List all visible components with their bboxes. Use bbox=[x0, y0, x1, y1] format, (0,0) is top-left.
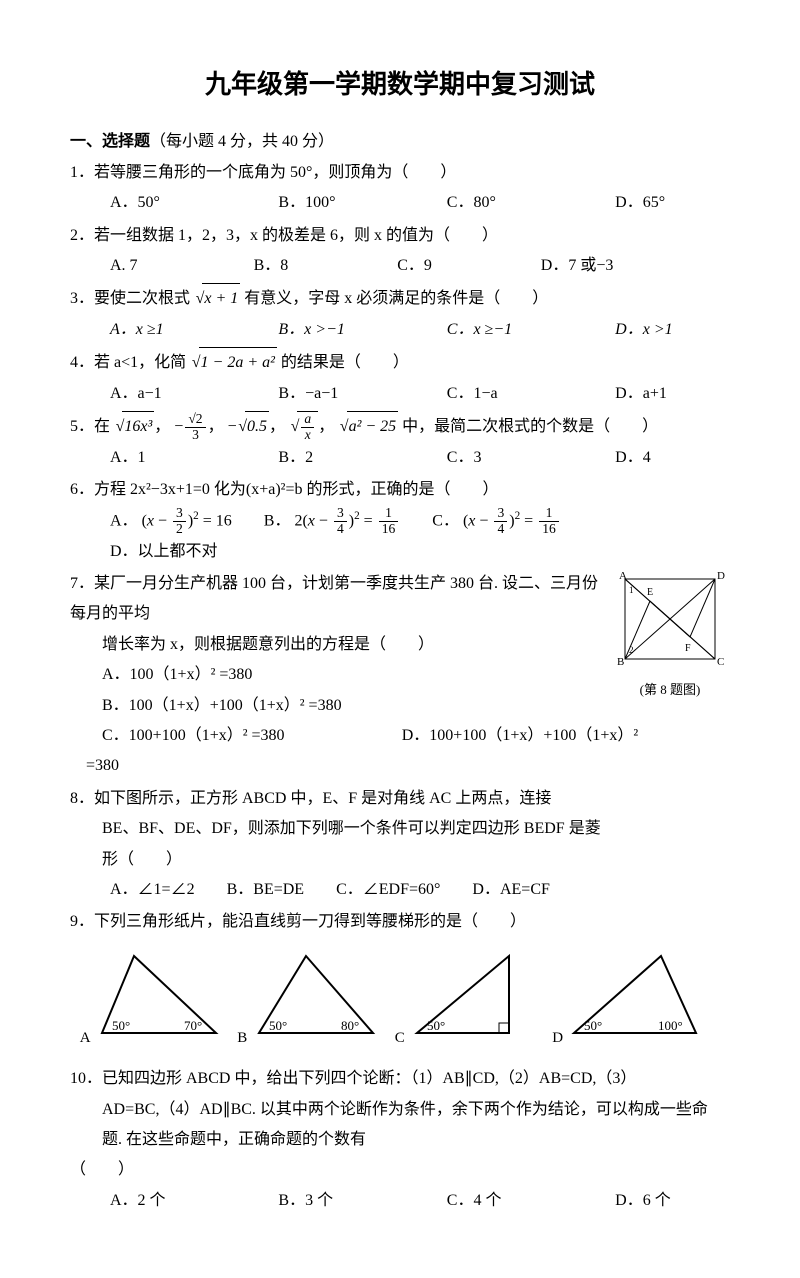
q3-opt-c: C．x ≥−1 bbox=[447, 315, 583, 345]
q4-opt-d: D．a+1 bbox=[615, 379, 667, 409]
q1-text: 1．若等腰三角形的一个底角为 50°，则顶角为（ ） bbox=[70, 158, 730, 188]
q3-opt-d: D．x >1 bbox=[615, 315, 672, 345]
q5-opt-d: D．4 bbox=[615, 443, 651, 473]
q7-d-tail: =380 bbox=[70, 751, 730, 781]
q7-opt-a: A．100（1+x）² =380 bbox=[102, 660, 366, 690]
svg-text:100°: 100° bbox=[658, 1018, 683, 1033]
q5-text: 5．在 16x³， −√23， −0.5， ax， a² − 25 中，最简二次… bbox=[70, 411, 730, 443]
q6-opt-b: B． 2(x − 34)2 = 116 bbox=[264, 506, 401, 537]
q5-options: A．1 B．2 C．3 D．4 bbox=[70, 443, 730, 473]
rhombus-diagram-icon: A D B C E F 1 2 bbox=[615, 569, 725, 669]
question-10: 10．已知四边形 ABCD 中，给出下列四个论断：（1）AB∥CD,（2）AB=… bbox=[70, 1064, 730, 1216]
svg-text:50°: 50° bbox=[112, 1018, 130, 1033]
q4-options: A．a−1 B．−a−1 C．1−a D．a+1 bbox=[70, 379, 730, 409]
q2-text: 2．若一组数据 1，2，3，x 的极差是 6，则 x 的值为（ ） bbox=[70, 221, 730, 251]
svg-text:B: B bbox=[617, 656, 624, 668]
svg-text:D: D bbox=[717, 570, 725, 582]
section-note: （每小题 4 分，共 40 分） bbox=[150, 133, 334, 150]
question-5: 5．在 16x³， −√23， −0.5， ax， a² − 25 中，最简二次… bbox=[70, 411, 730, 473]
triangle-c: C 50° bbox=[409, 948, 539, 1054]
question-1: 1．若等腰三角形的一个底角为 50°，则顶角为（ ） A．50° B．100° … bbox=[70, 158, 730, 219]
svg-text:50°: 50° bbox=[427, 1018, 445, 1033]
q3-opt-a: A．x ≥1 bbox=[110, 315, 246, 345]
q7-opt-c: C．100+100（1+x）² =380 bbox=[102, 721, 366, 751]
q8-opt-d: D．AE=CF bbox=[472, 875, 549, 905]
svg-text:F: F bbox=[685, 643, 691, 654]
svg-text:80°: 80° bbox=[341, 1018, 359, 1033]
q7-opt-b: B．100（1+x）+100（1+x）² =380 bbox=[102, 691, 342, 721]
question-8: 8．如下图所示，正方形 ABCD 中，E、F 是对角线 AC 上两点，连接BE、… bbox=[70, 784, 730, 906]
section-heading: 一、选择题（每小题 4 分，共 40 分） bbox=[70, 127, 730, 157]
q7-opt-d: D．100+100（1+x）+100（1+x）² bbox=[402, 721, 638, 751]
q6-options: A． (x − 32)2 = 16 B． 2(x − 34)2 = 116 C．… bbox=[70, 506, 730, 568]
q8-opt-a: A．∠1=∠2 bbox=[110, 875, 195, 905]
q10-opt-a: A．2 个 bbox=[110, 1186, 246, 1216]
triangle-b: B 50°80° bbox=[251, 948, 381, 1054]
question-4: 4．若 a<1，化简 1 − 2a + a² 的结果是（ ） A．a−1 B．−… bbox=[70, 347, 730, 409]
q8-opt-c: C．∠EDF=60° bbox=[336, 875, 440, 905]
question-3: 3．要使二次根式 x + 1 有意义，字母 x 必须满足的条件是（ ） A．x … bbox=[70, 283, 730, 345]
q4-opt-b: B．−a−1 bbox=[278, 379, 414, 409]
section-label: 一、选择题 bbox=[70, 133, 150, 150]
svg-text:70°: 70° bbox=[184, 1018, 202, 1033]
q9-triangles: A 50°70° B 50°80° C 50° D 50°100° bbox=[70, 948, 730, 1054]
q3-opt-b: B．x >−1 bbox=[278, 315, 414, 345]
q5-opt-c: C．3 bbox=[447, 443, 583, 473]
q6-text: 6．方程 2x²−3x+1=0 化为(x+a)²=b 的形式，正确的是（ ） bbox=[70, 475, 730, 505]
question-2: 2．若一组数据 1，2，3，x 的极差是 6，则 x 的值为（ ） A. 7 B… bbox=[70, 221, 730, 282]
q1-options: A．50° B．100° C．80° D．65° bbox=[70, 188, 730, 218]
q4-text: 4．若 a<1，化简 1 − 2a + a² 的结果是（ ） bbox=[70, 347, 730, 378]
q8-text: 8．如下图所示，正方形 ABCD 中，E、F 是对角线 AC 上两点，连接BE、… bbox=[70, 784, 730, 875]
triangle-d: D 50°100° bbox=[566, 948, 706, 1054]
q2-opt-d: D．7 或−3 bbox=[541, 251, 614, 281]
q2-opt-b: B．8 bbox=[254, 251, 366, 281]
q3-text: 3．要使二次根式 x + 1 有意义，字母 x 必须满足的条件是（ ） bbox=[70, 283, 730, 314]
q5-opt-a: A．1 bbox=[110, 443, 246, 473]
q1-opt-d: D．65° bbox=[615, 188, 665, 218]
q4-opt-c: C．1−a bbox=[447, 379, 583, 409]
triangle-a: A 50°70° bbox=[94, 948, 224, 1054]
q8-options: A．∠1=∠2 B．BE=DE C．∠EDF=60° D．AE=CF bbox=[70, 875, 730, 905]
q10-opt-b: B．3 个 bbox=[278, 1186, 414, 1216]
q10-opt-c: C．4 个 bbox=[447, 1186, 583, 1216]
question-6: 6．方程 2x²−3x+1=0 化为(x+a)²=b 的形式，正确的是（ ） A… bbox=[70, 475, 730, 567]
svg-text:50°: 50° bbox=[584, 1018, 602, 1033]
svg-text:C: C bbox=[717, 656, 724, 668]
q2-opt-a: A. 7 bbox=[110, 251, 222, 281]
q10-opt-d: D．6 个 bbox=[615, 1186, 671, 1216]
q10-paren: （ ） bbox=[70, 1155, 730, 1185]
q1-opt-b: B．100° bbox=[278, 188, 414, 218]
q4-opt-a: A．a−1 bbox=[110, 379, 246, 409]
q1-opt-a: A．50° bbox=[110, 188, 246, 218]
q8-caption: (第 8 题图) bbox=[610, 678, 730, 703]
svg-text:1: 1 bbox=[629, 585, 634, 595]
q5-opt-b: B．2 bbox=[278, 443, 414, 473]
q8-figure: A D B C E F 1 2 (第 8 题图) bbox=[610, 569, 730, 702]
q6-opt-c: C． (x − 34)2 = 116 bbox=[432, 506, 561, 537]
q1-opt-c: C．80° bbox=[447, 188, 583, 218]
svg-text:E: E bbox=[647, 587, 653, 598]
q6-opt-d: D．以上都不对 bbox=[110, 537, 218, 567]
q8-opt-b: B．BE=DE bbox=[227, 875, 304, 905]
page-title: 九年级第一学期数学期中复习测试 bbox=[70, 60, 730, 109]
svg-text:2: 2 bbox=[629, 645, 634, 655]
q2-options: A. 7 B．8 C．9 D．7 或−3 bbox=[70, 251, 730, 281]
q10-options: A．2 个 B．3 个 C．4 个 D．6 个 bbox=[70, 1186, 730, 1216]
q2-opt-c: C．9 bbox=[397, 251, 509, 281]
svg-text:A: A bbox=[619, 570, 627, 582]
q3-options: A．x ≥1 B．x >−1 C．x ≥−1 D．x >1 bbox=[70, 315, 730, 345]
q9-text: 9．下列三角形纸片，能沿直线剪一刀得到等腰梯形的是（ ） bbox=[70, 907, 730, 937]
svg-text:50°: 50° bbox=[269, 1018, 287, 1033]
question-9: 9．下列三角形纸片，能沿直线剪一刀得到等腰梯形的是（ ） A 50°70° B … bbox=[70, 907, 730, 1054]
q10-text: 10．已知四边形 ABCD 中，给出下列四个论断：（1）AB∥CD,（2）AB=… bbox=[70, 1064, 730, 1155]
q6-opt-a: A． (x − 32)2 = 16 bbox=[110, 506, 232, 537]
